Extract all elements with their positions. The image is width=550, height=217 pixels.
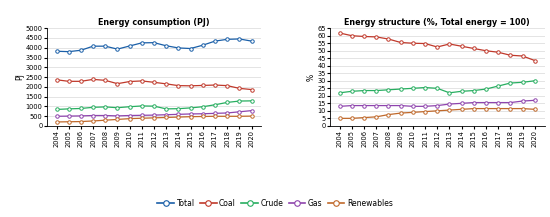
- Legend: Total, Coal, Crude, Gas, Renewables: Total, Coal, Crude, Gas, Renewables: [155, 196, 395, 211]
- Title: Energy structure (%, Total energy = 100): Energy structure (%, Total energy = 100): [344, 18, 530, 27]
- Y-axis label: %: %: [307, 74, 316, 81]
- Y-axis label: PJ: PJ: [15, 74, 24, 81]
- Title: Energy consumption (PJ): Energy consumption (PJ): [98, 18, 210, 27]
